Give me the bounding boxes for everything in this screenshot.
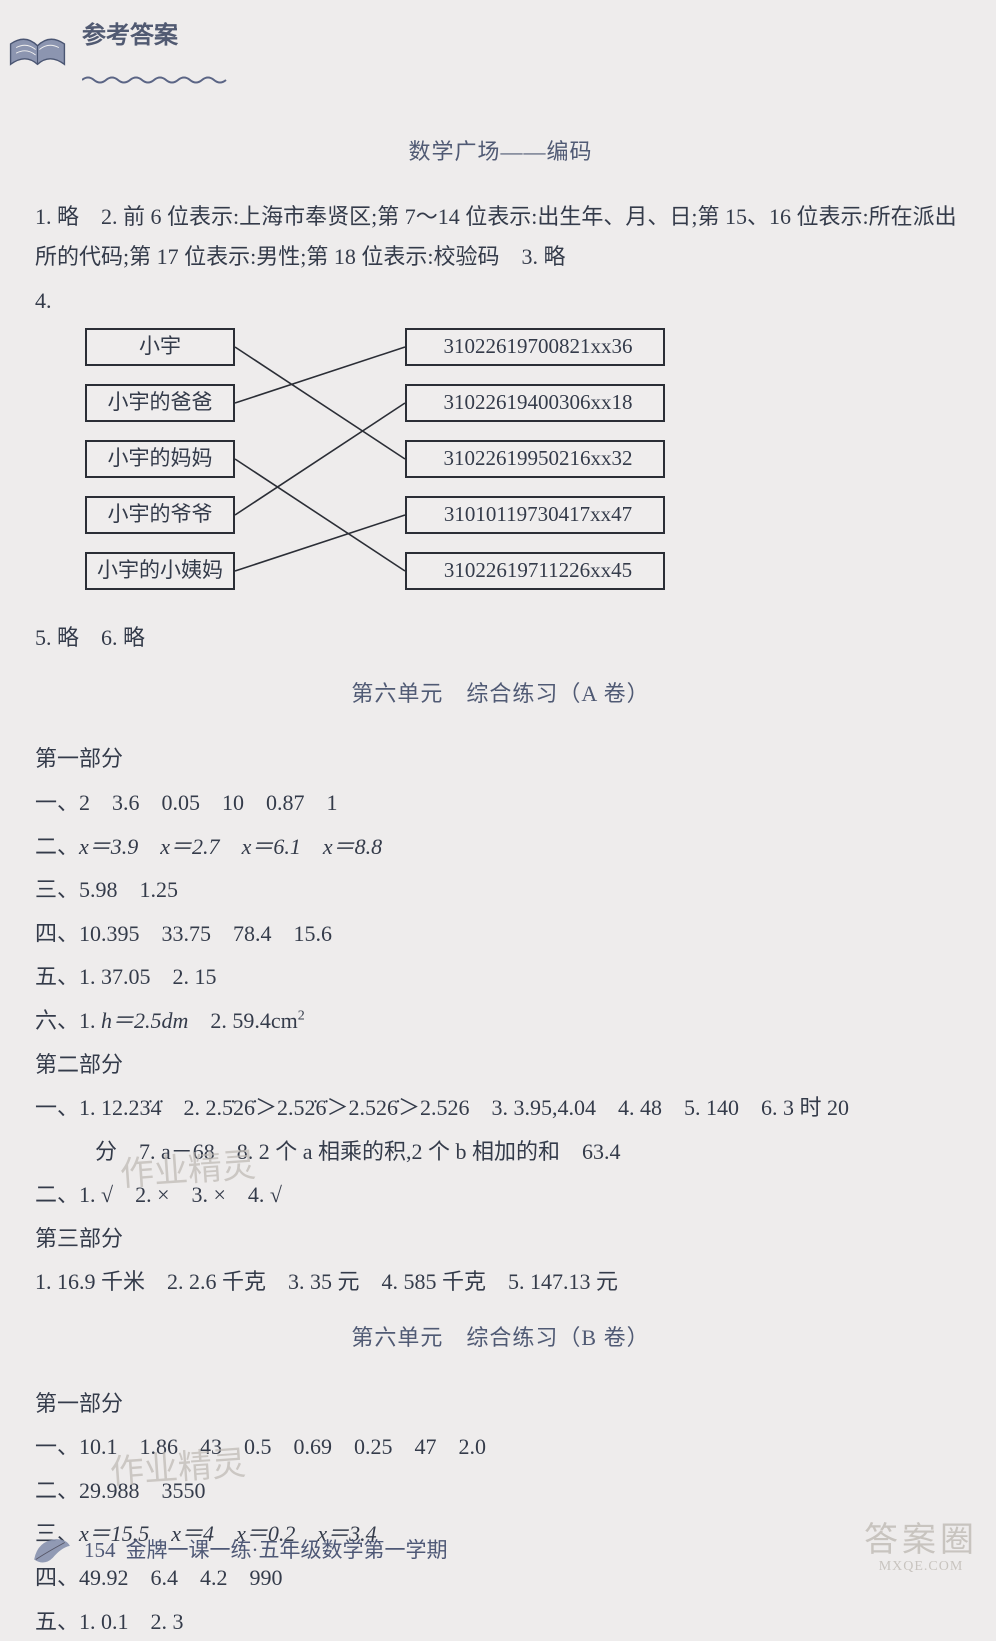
watermark-1: 作业精灵 (118, 1135, 258, 1206)
right-box-4: 31022619711226xx45 (405, 552, 665, 590)
s2-p1-5: 五、1. 37.05 2. 15 (35, 957, 966, 997)
section-heading-bianma: 数学广场——编码 (35, 132, 966, 172)
open-book-icon (5, 36, 70, 76)
left-box-3: 小宇的爷爷 (85, 496, 235, 534)
left-box-2: 小宇的妈妈 (85, 440, 235, 478)
s2-p1-2-v1: x＝2.7 (160, 834, 219, 859)
s2-p1-2-prefix: 二、 (35, 834, 79, 859)
page-header: 参考答案 (0, 0, 996, 98)
s1-p56: 5. 略 6. 略 (35, 618, 966, 658)
right-box-2: 31022619950216xx32 (405, 440, 665, 478)
section-heading-unit6b: 第六单元 综合练习（B 卷） (35, 1318, 966, 1358)
page-footer: 154 金牌一课一练·五年级数学第一学期 (30, 1532, 448, 1570)
left-box-1: 小宇的爸爸 (85, 384, 235, 422)
s2-p1-1: 一、2 3.6 0.05 10 0.87 1 (35, 783, 966, 823)
right-box-1: 31022619400306xx18 (405, 384, 665, 422)
left-box-4: 小宇的小姨妈 (85, 552, 235, 590)
section-heading-unit6a: 第六单元 综合练习（A 卷） (35, 674, 966, 714)
s2-p1-2-v2: x＝6.1 (242, 834, 301, 859)
right-box-0: 31022619700821xx36 (405, 328, 665, 366)
right-box-3: 31010119730417xx47 (405, 496, 665, 534)
q4-label: 4. (35, 281, 85, 321)
left-box-0: 小宇 (85, 328, 235, 366)
s2-p1-3: 三、5.98 1.25 (35, 870, 966, 910)
s2-p1-6-a: h＝2.5dm (101, 1008, 188, 1033)
s2-part2-title: 第二部分 (35, 1045, 966, 1085)
s2-p1-4: 四、10.395 33.75 78.4 15.6 (35, 914, 966, 954)
brand-big: 答案圈 (856, 1522, 986, 1559)
s3-part1-title: 第一部分 (35, 1384, 966, 1424)
s1-p1: 1. 略 2. 前 6 位表示:上海市奉贤区;第 7～14 位表示:出生年、月、… (35, 197, 966, 276)
watermark-2: 作业精灵 (108, 1433, 248, 1504)
s2-p1-6-prefix: 六、1. (35, 1008, 101, 1033)
s2-p2-1a: 一、1. 12.23̇4̇ 2. 2.5̇26̇＞2.52̇6̇＞2.526̇＞… (35, 1088, 966, 1128)
leaf-icon (30, 1534, 74, 1568)
brand-url: MXQE.COM (856, 1559, 986, 1574)
brand-watermark: 答案圈 MXQE.COM (856, 1522, 986, 1588)
page-header-title: 参考答案 (82, 15, 232, 58)
s2-p3-1: 1. 16.9 千米 2. 2.6 千克 3. 35 元 4. 585 千克 5… (35, 1262, 966, 1302)
s2-part1-title: 第一部分 (35, 739, 966, 779)
s2-p1-2-v3: x＝8.8 (323, 834, 382, 859)
s2-p1-2-v0: x＝3.9 (79, 834, 138, 859)
s3-b5: 五、1. 0.1 2. 3 (35, 1602, 966, 1641)
page-number: 154 (84, 1532, 116, 1570)
s2-p1-6-sup: 2 (298, 1009, 305, 1024)
page-content: 数学广场——编码 1. 略 2. 前 6 位表示:上海市奉贤区;第 7～14 位… (0, 98, 996, 1641)
s2-p1-6: 六、1. h＝2.5dm 2. 59.4cm2 (35, 1001, 966, 1041)
matching-diagram: 小宇 小宇的爸爸 小宇的妈妈 小宇的爷爷 小宇的小姨妈 310226197008… (85, 328, 966, 618)
footer-text: 金牌一课一练·五年级数学第一学期 (126, 1532, 448, 1570)
s2-part3-title: 第三部分 (35, 1219, 966, 1259)
wave-underline-icon (82, 75, 232, 85)
s2-p1-2: 二、x＝3.9 x＝2.7 x＝6.1 x＝8.8 (35, 827, 966, 867)
s2-p1-6-mid: 2. 59.4cm (188, 1008, 297, 1033)
